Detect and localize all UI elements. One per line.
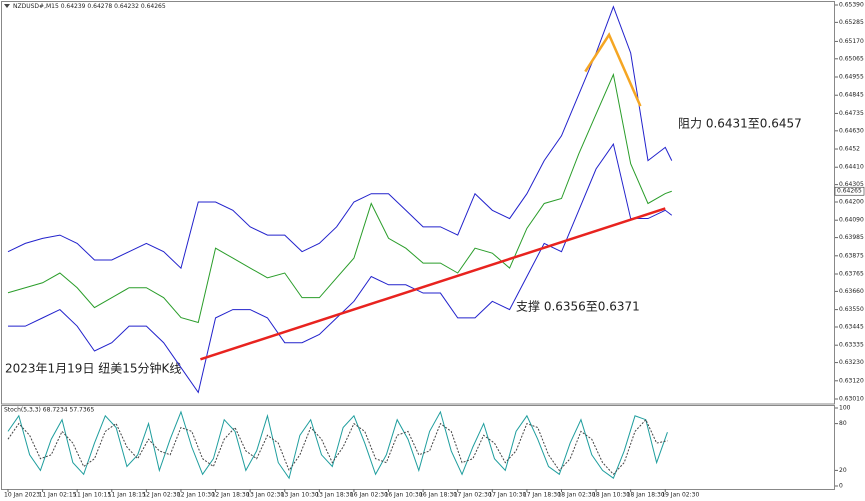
- y-tick-label: 80: [839, 420, 847, 427]
- stoch-frame: [1, 405, 835, 490]
- data-line: [200, 207, 666, 361]
- x-tick-label: 18 Jan 18:30: [627, 492, 665, 499]
- x-tick-label: 11 Jan 10:15: [73, 492, 111, 499]
- y-tick-label: 0.64845: [839, 92, 864, 99]
- y-tick-label: 0.63660: [839, 288, 864, 295]
- y-tick-label: 0.63985: [839, 234, 864, 241]
- x-tick-label: 16 Jan 18:30: [419, 492, 457, 499]
- x-tick-label: 13 Jan 02:30: [246, 492, 284, 499]
- main-frame: [1, 1, 835, 405]
- y-tick-label: 0.65390: [839, 2, 864, 9]
- y-tick-label: 0.64305: [839, 181, 864, 188]
- y-tick-label: 100: [839, 405, 851, 412]
- caption: 2023年1月19日 纽美15分钟K线: [5, 361, 181, 376]
- y-tick-label: 0.64200: [839, 199, 864, 206]
- chart-title: NZDUSD#,M15 0.64239 0.64278 0.64232 0.64…: [13, 3, 166, 10]
- y-tick-label: 20: [839, 467, 847, 474]
- y-tick-label: 0.63550: [839, 306, 864, 313]
- price-box: [834, 186, 865, 196]
- x-tick-label: 11 Jan 18:15: [108, 492, 146, 499]
- y-tick-label: 0.6452: [839, 146, 860, 153]
- y-tick-label: 0.64630: [839, 127, 864, 134]
- data-line: [7, 410, 668, 480]
- data-line: [7, 72, 672, 324]
- y-tick-label: 0.63120: [839, 377, 864, 384]
- y-tick-label: 0.64735: [839, 110, 864, 117]
- x-tick-label: 17 Jan 10:30: [488, 492, 526, 499]
- y-tick-label: 0.65285: [839, 19, 864, 26]
- y-tick-label: 0.64410: [839, 164, 864, 171]
- x-tick-label: 12 Jan 18:30: [212, 492, 250, 499]
- x-tick-label: 12 Jan 02:30: [142, 492, 180, 499]
- x-tick-label: 18 Jan 10:30: [592, 492, 630, 499]
- y-tick-label: 0.63010: [839, 396, 864, 403]
- data-line: [7, 418, 668, 476]
- y-tick-label: 0.63765: [839, 271, 864, 278]
- y-tick-label: 0: [839, 483, 843, 490]
- annotation: 支撑 0.6356至0.6371: [516, 299, 640, 314]
- price-label: 0.64265: [837, 188, 862, 195]
- x-tick-label: 10 Jan 2023: [4, 492, 40, 499]
- x-tick-label: 16 Jan 02:30: [350, 492, 388, 499]
- data-line: [8, 142, 673, 394]
- x-tick-label: 12 Jan 10:30: [177, 492, 215, 499]
- x-tick-label: 19 Jan 02:30: [661, 492, 699, 499]
- x-tick-label: 13 Jan 18:30: [315, 492, 353, 499]
- x-tick-label: 13 Jan 10:30: [281, 492, 319, 499]
- stoch-title: Stoch(5,3,3) 68.7234 57.7365: [4, 407, 95, 414]
- y-tick-label: 0.64955: [839, 74, 864, 81]
- x-tick-label: 11 Jan 02:15: [39, 492, 77, 499]
- data-line: [584, 32, 642, 107]
- x-tick-label: 17 Jan 02:30: [454, 492, 492, 499]
- data-line: [7, 5, 673, 270]
- x-tick-label: 17 Jan 18:30: [523, 492, 561, 499]
- y-tick-label: 0.65170: [839, 38, 864, 45]
- y-tick-label: 0.63875: [839, 252, 864, 259]
- y-tick-label: 0.63335: [839, 342, 864, 349]
- y-tick-label: 0.64090: [839, 217, 864, 224]
- y-tick-label: 0.65065: [839, 55, 864, 62]
- y-tick-label: 0.63445: [839, 323, 864, 330]
- menu-icon: [4, 4, 10, 8]
- x-tick-label: 18 Jan 02:30: [557, 492, 595, 499]
- x-tick-label: 16 Jan 10:30: [385, 492, 423, 499]
- annotation: 阻力 0.6431至0.6457: [678, 117, 802, 131]
- y-tick-label: 0.63230: [839, 359, 864, 366]
